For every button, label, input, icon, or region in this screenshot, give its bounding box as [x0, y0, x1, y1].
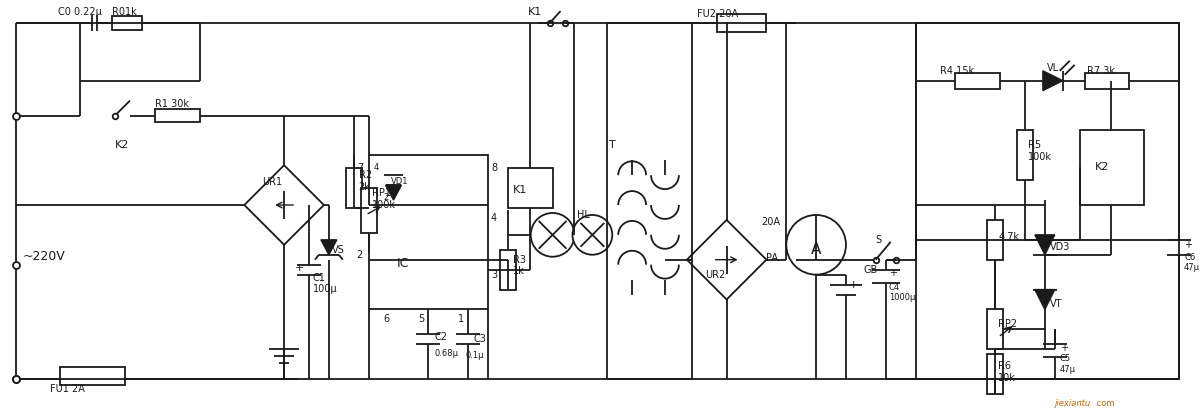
- Circle shape: [530, 213, 575, 257]
- Text: A: A: [811, 242, 821, 257]
- Text: FU1 2A: FU1 2A: [50, 384, 85, 394]
- Bar: [955, 73, 1000, 89]
- Bar: [500, 250, 516, 290]
- Text: 2: 2: [356, 250, 362, 260]
- Bar: [508, 168, 553, 208]
- Text: 2: 2: [384, 193, 389, 202]
- Bar: [361, 188, 377, 233]
- Bar: [716, 14, 767, 32]
- Text: K2: K2: [1094, 162, 1109, 172]
- Text: UR2: UR2: [704, 270, 725, 280]
- Text: HL: HL: [577, 210, 590, 220]
- Text: VS: VS: [332, 245, 344, 255]
- Text: UR1: UR1: [262, 177, 282, 187]
- Text: T: T: [610, 140, 616, 150]
- Bar: [916, 23, 1180, 379]
- Text: R4 15k: R4 15k: [941, 66, 974, 76]
- Text: ~220V: ~220V: [23, 250, 65, 263]
- Text: R7 3k: R7 3k: [1087, 66, 1115, 76]
- Bar: [346, 168, 361, 208]
- Text: IC: IC: [397, 256, 409, 270]
- Polygon shape: [320, 240, 337, 255]
- Text: 7: 7: [356, 163, 362, 173]
- Text: K1: K1: [528, 7, 542, 17]
- Bar: [155, 109, 199, 122]
- Text: 3: 3: [491, 270, 497, 280]
- Text: R3
1k: R3 1k: [512, 255, 526, 276]
- Text: C2: C2: [434, 332, 448, 342]
- Bar: [1080, 130, 1145, 205]
- Circle shape: [786, 215, 846, 275]
- Polygon shape: [686, 220, 767, 300]
- Text: C0 0.22μ: C0 0.22μ: [59, 7, 102, 17]
- Bar: [988, 220, 1003, 260]
- Text: RP2: RP2: [998, 320, 1018, 330]
- Text: 4.7k: 4.7k: [998, 232, 1019, 242]
- Text: jiexiantu: jiexiantu: [1055, 399, 1091, 408]
- Text: 8: 8: [491, 163, 497, 173]
- Text: 0.68μ: 0.68μ: [434, 349, 458, 358]
- Bar: [988, 310, 1003, 349]
- Polygon shape: [1034, 235, 1055, 255]
- Text: VD3: VD3: [1050, 242, 1070, 252]
- Bar: [988, 354, 1003, 394]
- Polygon shape: [1043, 71, 1063, 90]
- Text: C3: C3: [473, 334, 486, 344]
- Bar: [112, 16, 142, 30]
- Text: S: S: [876, 235, 882, 245]
- Text: R6
10k: R6 10k: [998, 361, 1016, 383]
- Text: +: +: [1184, 240, 1192, 250]
- Text: +: +: [889, 268, 896, 278]
- Text: C4
1000μ: C4 1000μ: [889, 283, 916, 302]
- Bar: [60, 367, 125, 385]
- Text: FU2 20A: FU2 20A: [697, 9, 738, 19]
- Text: 0.1μ: 0.1μ: [466, 351, 484, 360]
- Polygon shape: [245, 165, 324, 245]
- Text: R01k: R01k: [112, 7, 137, 17]
- Text: 20A: 20A: [762, 217, 780, 227]
- Bar: [368, 155, 488, 310]
- Text: 4: 4: [491, 213, 497, 223]
- Text: +: +: [295, 263, 305, 273]
- Text: 5: 5: [419, 315, 425, 325]
- Text: .com: .com: [1094, 399, 1115, 408]
- Text: PA: PA: [767, 253, 779, 263]
- Polygon shape: [1034, 290, 1055, 310]
- Text: R2
2k: R2 2k: [359, 170, 372, 192]
- Text: VD1: VD1: [390, 177, 408, 186]
- Text: R5
100k: R5 100k: [1028, 140, 1052, 162]
- Text: C1
100μ: C1 100μ: [313, 273, 337, 294]
- Text: VL: VL: [1046, 63, 1058, 73]
- Text: 1: 1: [458, 315, 464, 325]
- Text: K1: K1: [512, 185, 527, 195]
- Text: +: +: [848, 280, 858, 290]
- Text: C6
47μ: C6 47μ: [1184, 253, 1200, 272]
- Text: 6: 6: [384, 315, 390, 325]
- Text: VT: VT: [1050, 300, 1062, 310]
- Bar: [1016, 130, 1033, 180]
- Polygon shape: [385, 185, 402, 200]
- Circle shape: [572, 215, 612, 255]
- Text: +: +: [1060, 343, 1068, 353]
- Text: K2: K2: [115, 140, 130, 150]
- Text: GB: GB: [864, 265, 878, 275]
- Text: 4: 4: [373, 163, 379, 172]
- Text: C5
47μ: C5 47μ: [1060, 354, 1075, 374]
- Bar: [1085, 73, 1129, 89]
- Text: R1 30k: R1 30k: [155, 99, 188, 109]
- Text: RP1
100k: RP1 100k: [372, 188, 396, 210]
